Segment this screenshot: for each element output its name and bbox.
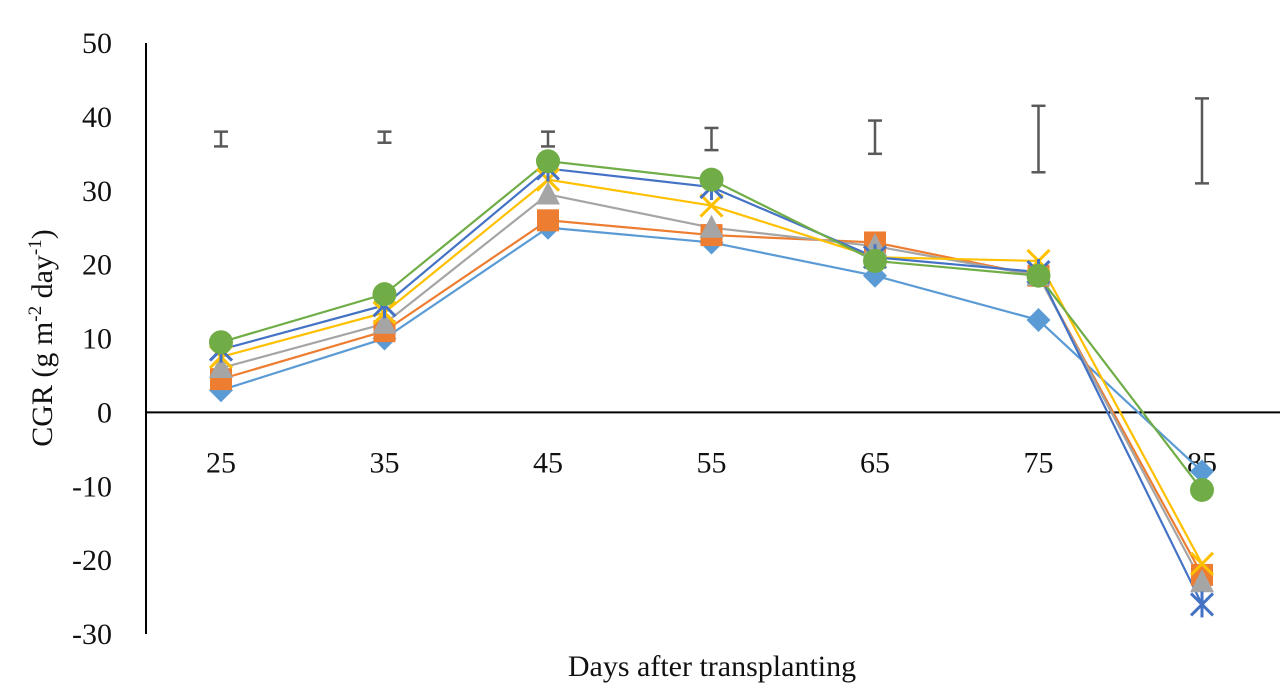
- series-6-point: [699, 167, 724, 192]
- error-bar: [1195, 97, 1209, 185]
- error-bar: [868, 119, 882, 156]
- error-bar: [704, 126, 719, 152]
- series-4-point-stroke-b: [1189, 551, 1215, 576]
- y-tick-label: -20: [72, 544, 112, 577]
- plot-area: -30-20-100102030405025354555657585: [72, 27, 1280, 651]
- x-tick-label: 25: [206, 446, 236, 479]
- series-6-point: [209, 330, 233, 355]
- y-axis-title-mid: day: [26, 255, 59, 306]
- series-4-point-stroke-b: [699, 193, 724, 218]
- series-6-point: [1026, 263, 1051, 288]
- series-1-line: [220, 226, 1203, 473]
- x-tick-label: 75: [1024, 446, 1054, 479]
- x-tick-label: 35: [370, 446, 400, 479]
- y-tick-label: 30: [82, 175, 112, 208]
- series-6-line: [220, 160, 1203, 491]
- series-6-point: [863, 248, 887, 273]
- x-axis-title: Days after transplanting: [568, 650, 856, 683]
- series-4-point: [699, 193, 724, 218]
- y-axis-title-main: CGR (g m: [26, 322, 59, 447]
- y-tick-label: -30: [72, 618, 112, 651]
- series-2-line: [220, 219, 1203, 576]
- series-1-point: [1026, 308, 1051, 333]
- error-bar: [214, 130, 228, 148]
- x-tick-label: 55: [697, 446, 727, 479]
- series-3-point: [699, 214, 724, 238]
- y-axis-title: CGR (g m-2 day-1): [25, 229, 59, 447]
- error-bar: [377, 130, 392, 144]
- series-3-point: [1190, 569, 1214, 593]
- series-3-point: [372, 310, 397, 334]
- x-tick-label: 65: [860, 446, 890, 479]
- y-tick-label: 50: [82, 27, 112, 60]
- x-tick-label: 45: [533, 446, 563, 479]
- series-3-point: [536, 181, 560, 205]
- y-tick-label: 40: [82, 101, 112, 134]
- error-bar: [541, 130, 555, 148]
- series-6-point: [536, 149, 560, 174]
- y-tick-label: 0: [97, 396, 112, 429]
- series-5-point: [1189, 591, 1215, 618]
- series-3-point: [209, 355, 233, 379]
- y-tick-label: -10: [72, 470, 112, 503]
- error-bar: [1031, 104, 1046, 174]
- y-tick-label: 10: [82, 323, 112, 356]
- y-tick-label: 20: [82, 249, 112, 282]
- y-axis-title-end: ): [26, 229, 59, 239]
- series-4-point: [1189, 551, 1215, 576]
- y-axis-title-sup2: -1: [25, 239, 46, 255]
- series-6-point: [1190, 477, 1214, 502]
- series-6-point: [372, 282, 397, 307]
- series-2-point: [537, 209, 559, 232]
- series-1-point: [1190, 459, 1214, 484]
- y-axis-title-sup1: -2: [25, 306, 46, 322]
